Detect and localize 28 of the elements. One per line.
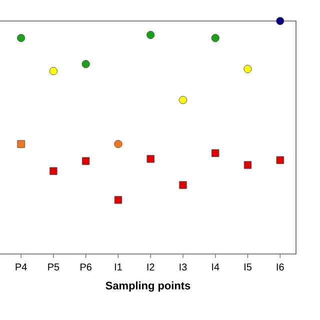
- point: [179, 181, 187, 189]
- point: [82, 60, 90, 68]
- x-tick-label: I6: [276, 264, 284, 271]
- point: [146, 155, 154, 163]
- point: [17, 34, 26, 42]
- point: [276, 16, 284, 26]
- x-tick-label: I5: [244, 264, 252, 270]
- x-tick-label: I1: [114, 264, 122, 270]
- x-tick-label: I2: [147, 264, 154, 270]
- point: [212, 149, 220, 157]
- point: [114, 140, 122, 148]
- x-tick-label: I4: [212, 264, 220, 270]
- point: [211, 34, 220, 42]
- point: [49, 67, 58, 76]
- point: [178, 96, 188, 104]
- x-axis-title: Sampling points: [106, 281, 190, 292]
- point: [50, 167, 58, 175]
- point: [114, 196, 122, 204]
- point: [276, 156, 284, 164]
- point: [146, 30, 155, 40]
- x-tick-label: P5: [48, 264, 60, 270]
- x-tick-label: P6: [80, 264, 92, 271]
- x-tick-label: P4: [16, 264, 27, 270]
- point: [244, 161, 252, 169]
- x-tick-label: I3: [180, 264, 187, 271]
- point: [17, 140, 25, 148]
- point: [244, 64, 252, 74]
- point: [82, 157, 90, 165]
